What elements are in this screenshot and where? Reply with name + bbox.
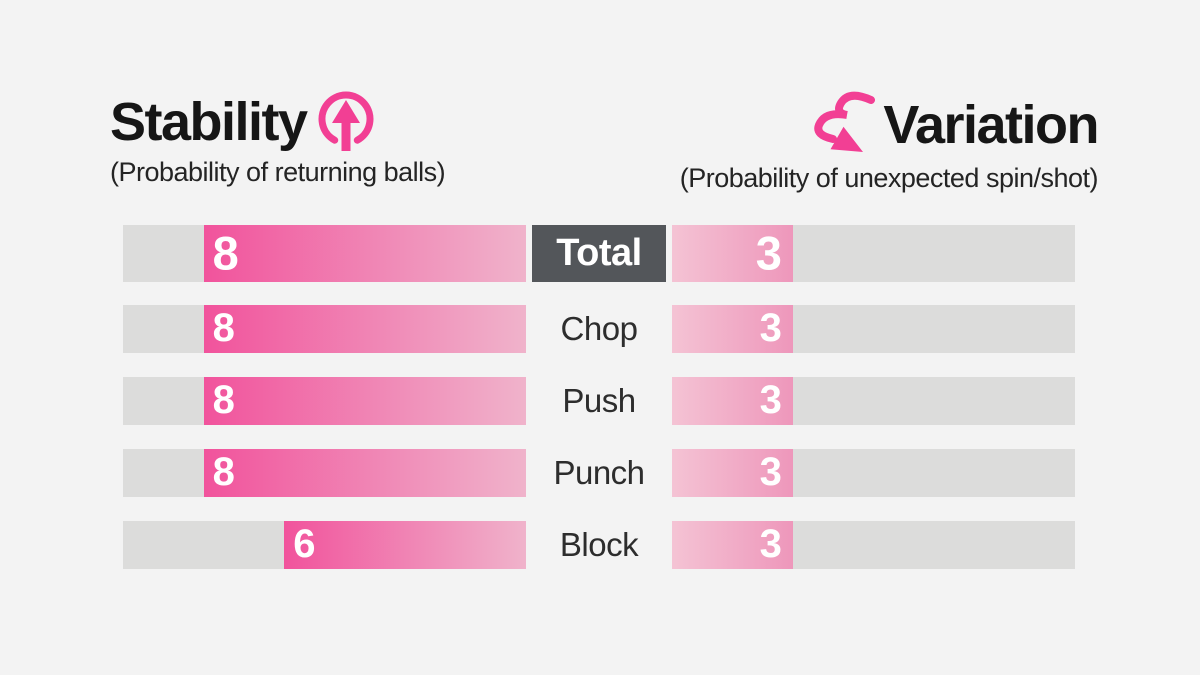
stability-value: 8 <box>212 450 235 495</box>
stability-bar-fill: 8 <box>203 377 526 425</box>
stability-subtitle: (Probability of returning balls) <box>110 157 446 187</box>
category-label-total: Total <box>532 225 666 282</box>
category-label: Chop <box>560 310 638 347</box>
chart-row-push: 8 Push 3 <box>123 377 1075 425</box>
variation-bar-track: 3 <box>672 305 1075 353</box>
paired-bar-chart: 8 Total 3 8 Chop <box>123 225 1075 593</box>
chart-row-chop: 8 Chop 3 <box>123 305 1075 353</box>
variation-subtitle: (Probability of unexpected spin/shot) <box>679 163 1099 193</box>
stability-header: Stability (Probability of returning ball… <box>110 90 446 188</box>
variation-value: 3 <box>755 226 782 280</box>
category-cell: Push <box>526 377 672 425</box>
variation-bar-track: 3 <box>672 377 1075 425</box>
stability-bar-fill: 8 <box>203 449 526 497</box>
variation-bar-fill: 3 <box>672 449 793 497</box>
variation-title: Variation <box>883 94 1099 155</box>
variation-bar-fill: 3 <box>672 305 793 353</box>
stability-bar-track: 6 <box>123 521 526 569</box>
variation-value: 3 <box>759 306 782 351</box>
category-cell: Total <box>526 225 672 282</box>
stability-bar-track: 8 <box>123 225 526 282</box>
category-label: Block <box>559 526 639 563</box>
variation-bar-fill: 3 <box>672 377 793 425</box>
chart-row-total: 8 Total 3 <box>123 225 1075 282</box>
variation-value: 3 <box>759 450 782 495</box>
variation-header: Variation (Probability of unexpected spi… <box>679 90 1099 194</box>
stability-bar-track: 8 <box>123 449 526 497</box>
stability-value: 6 <box>293 522 316 567</box>
variation-bar-fill: 3 <box>672 225 793 282</box>
stability-bar-track: 8 <box>123 305 526 353</box>
category-cell: Chop <box>526 305 672 353</box>
category-label: Push <box>562 382 636 419</box>
category-cell: Punch <box>526 449 672 497</box>
variation-value: 3 <box>759 522 782 567</box>
swoosh-arrow-icon <box>801 90 876 160</box>
chart-row-punch: 8 Punch 3 <box>123 449 1075 497</box>
stability-bar-track: 8 <box>123 377 526 425</box>
category-label: Punch <box>553 454 645 491</box>
stability-bar-fill: 8 <box>203 305 526 353</box>
variation-bar-track: 3 <box>672 449 1075 497</box>
arrow-up-circle-icon <box>315 90 377 154</box>
stability-value: 8 <box>212 226 239 280</box>
variation-value: 3 <box>759 378 782 423</box>
stability-value: 8 <box>212 306 235 351</box>
stability-title: Stability <box>110 91 308 152</box>
category-cell: Block <box>526 521 672 569</box>
variation-bar-fill: 3 <box>672 521 793 569</box>
stability-bar-fill: 6 <box>284 521 526 569</box>
chart-row-block: 6 Block 3 <box>123 521 1075 569</box>
stability-value: 8 <box>212 378 235 423</box>
variation-bar-track: 3 <box>672 521 1075 569</box>
stability-bar-fill: 8 <box>203 225 526 282</box>
variation-bar-track: 3 <box>672 225 1075 282</box>
